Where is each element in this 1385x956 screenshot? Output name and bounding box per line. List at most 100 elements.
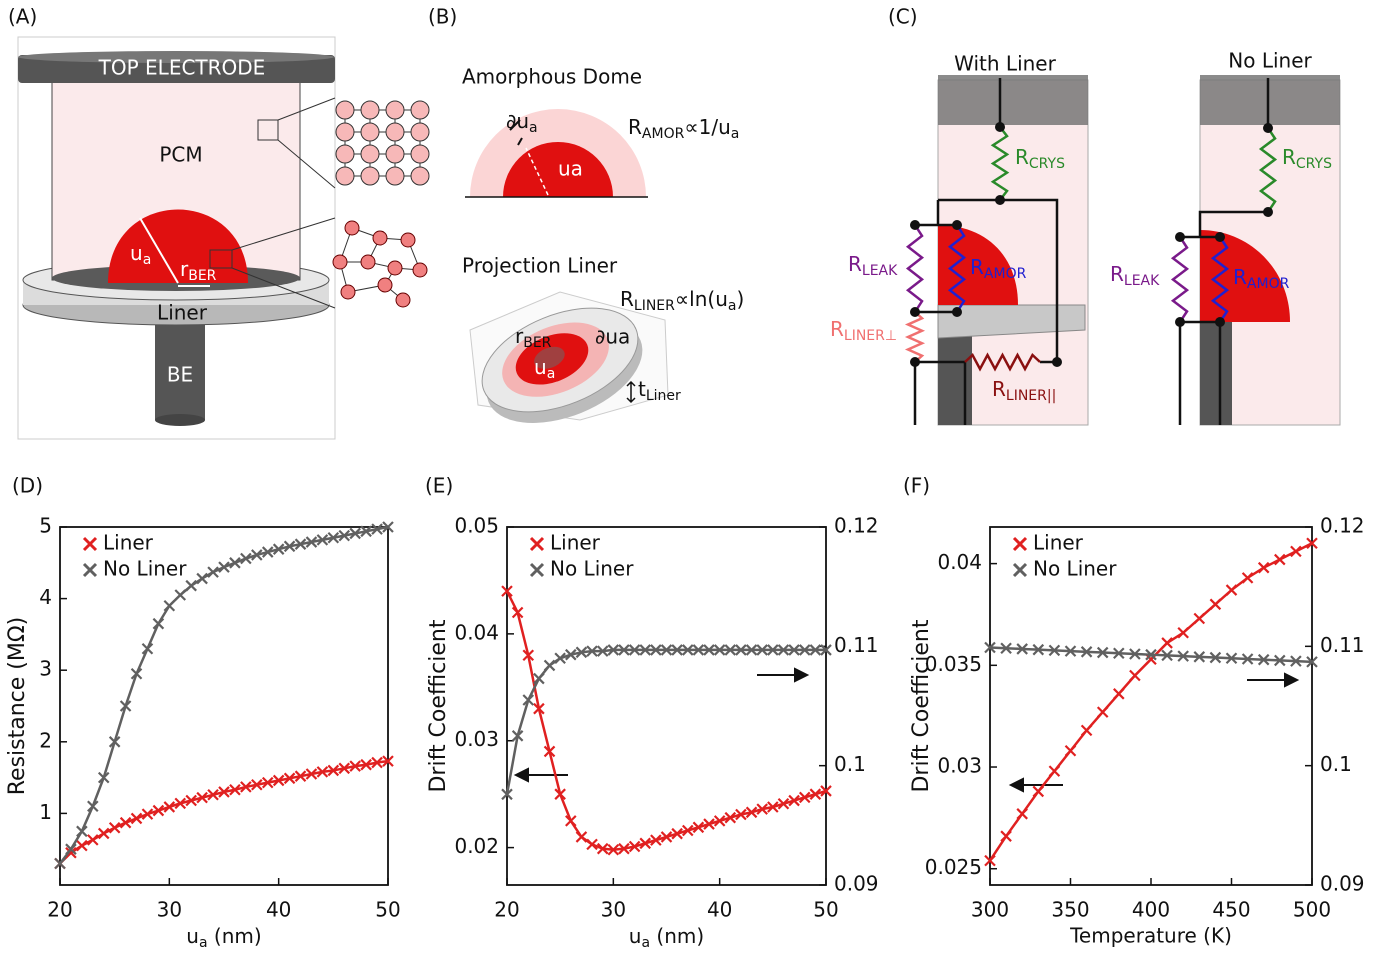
node [1215,232,1225,242]
panel-label: (E) [425,474,453,498]
marker [756,803,768,815]
liner [937,304,1086,339]
y-tick-label: 0.03 [454,727,499,751]
atom [387,260,403,276]
marker [305,536,318,548]
label: r [180,257,189,281]
marker [650,834,662,846]
subscript: a [731,126,740,142]
dome [108,209,248,283]
zoom-line [231,97,336,309]
frame [17,36,336,440]
atom [360,254,376,270]
marker [174,797,187,810]
subscript: BER [523,335,551,351]
dome [1200,230,1290,322]
atom [335,144,355,164]
marker [305,768,318,780]
node [1052,357,1062,367]
zoom-box [209,249,233,269]
subscript: LEAK [1124,273,1160,289]
label: R [830,317,844,341]
dome [503,142,613,197]
legend-label: Liner [1033,531,1084,555]
marker [338,529,351,542]
marker [283,772,296,785]
y2-tick-label: 0.12 [834,514,879,538]
marker [152,804,165,817]
plot-frame [506,526,827,886]
y-tick-label: 0.04 [937,550,982,574]
marker [713,815,726,827]
resistor [990,126,1010,201]
y2-tick-label: 0.12 [1320,514,1365,538]
y-tick-label: 0.025 [925,855,982,879]
marker [543,659,556,672]
atom [395,292,411,308]
x-axis-label: u [186,924,199,948]
subscript: AMOR [642,126,685,142]
label: rBER [180,257,217,285]
marker [767,801,779,813]
marker [1290,545,1302,558]
atom [360,122,380,142]
marker [185,579,197,592]
title: Amorphous Dome [462,65,642,89]
marker [261,776,274,789]
x-axis-label: (nm) [650,924,704,948]
x-tick-label: 500 [1293,898,1331,922]
subscript: CRYS [1296,156,1332,172]
marker [660,831,673,843]
marker [240,781,252,793]
bottom-electrode [155,414,205,426]
wire [1178,210,1268,425]
marker [218,786,230,798]
y2-tick-label: 0.11 [834,633,879,657]
x-tick-label: 30 [157,898,182,922]
y-tick-label: 0.02 [454,834,499,858]
legend-label: Liner [550,531,601,555]
marker [1113,688,1125,700]
marker [349,527,361,540]
marker [735,808,747,821]
top-electrode [938,75,1088,125]
title: With Liner [954,52,1056,76]
series-line [988,542,1313,862]
marker [207,566,219,578]
resistor [947,224,967,313]
plot-frame [59,526,389,886]
marker [681,644,694,656]
marker [251,778,263,791]
label: RLINER⊥ [830,317,897,345]
marker [371,756,383,769]
marker [119,700,132,712]
marker [1161,637,1173,649]
resistor [1210,236,1230,323]
marker [628,840,641,853]
marker [218,561,230,573]
marker [798,791,811,804]
marker [54,857,66,870]
atom [410,122,430,142]
marker [163,599,176,612]
y2-tick-label: 0.1 [1320,752,1352,776]
y-tick-label: 0.05 [454,514,499,538]
marker [543,745,556,758]
label: ∂u [506,109,529,133]
marker [349,760,361,772]
top-electrode [1200,75,1340,125]
atom [340,284,356,300]
marker [1209,598,1222,611]
resistor [964,352,1041,372]
marker [1032,643,1045,656]
marker [1290,655,1302,667]
marker [501,788,513,801]
marker [229,557,241,569]
x-tick-label: 300 [971,898,1009,922]
marker [565,648,577,661]
label: R [992,377,1006,401]
marker [1225,652,1238,665]
marker [618,644,630,656]
marker [756,644,768,656]
marker [713,644,726,656]
